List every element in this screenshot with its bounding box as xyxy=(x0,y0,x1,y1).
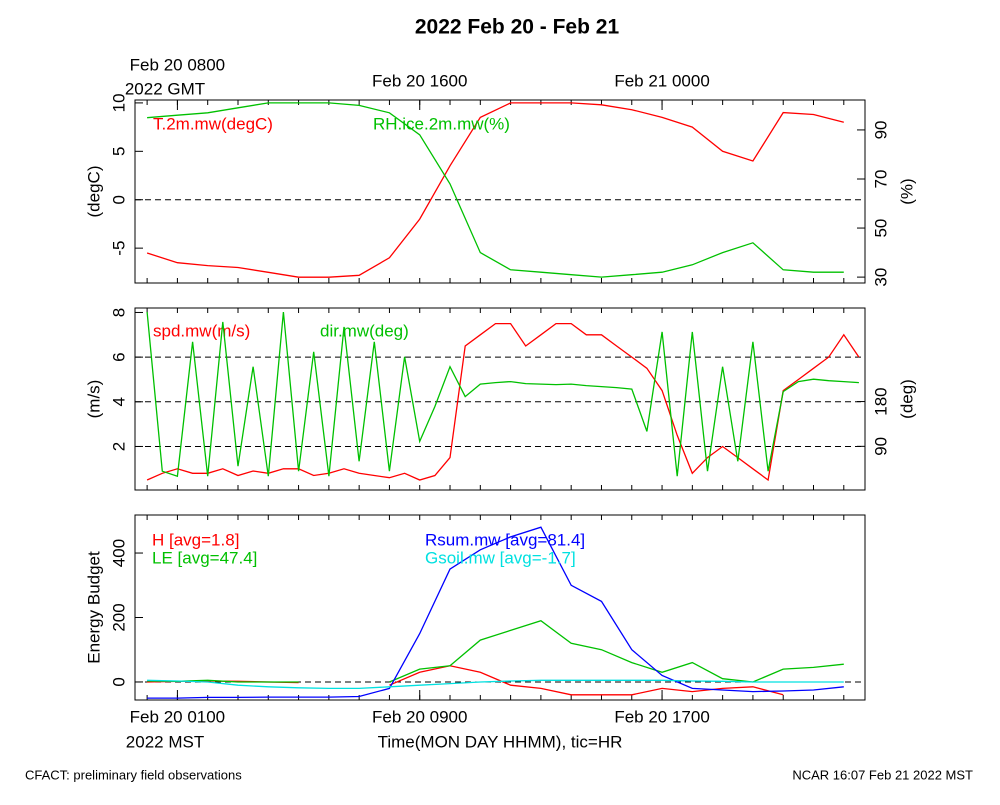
x-tick-label: Feb 20 0100 xyxy=(130,707,225,726)
y2-tick-label: 180 xyxy=(871,387,890,415)
y-tick-label: 0 xyxy=(109,677,128,686)
y-tick-label: 400 xyxy=(109,539,128,567)
y-axis-label: (degC) xyxy=(84,166,103,218)
y-tick-label: 8 xyxy=(109,308,128,317)
legend-label: RH.ice.2m.mw(%) xyxy=(373,114,510,133)
y2-axis-label: (deg) xyxy=(897,379,916,419)
series-line xyxy=(146,311,859,478)
y-tick-label: 200 xyxy=(109,603,128,631)
x-tick-label: Feb 20 1700 xyxy=(614,707,709,726)
y-axis-label: Energy Budget xyxy=(84,551,103,664)
series-line xyxy=(146,322,860,482)
y-tick-label: 2 xyxy=(109,442,128,451)
legend-label: spd.mw(m/s) xyxy=(153,321,250,340)
y2-tick-label: 70 xyxy=(871,170,890,189)
y-tick-label: 6 xyxy=(109,352,128,361)
series-line xyxy=(147,102,844,278)
series-line xyxy=(146,102,844,278)
top-zone: 2022 GMT xyxy=(125,79,205,98)
plot-frame xyxy=(134,99,866,284)
x2-tick-label: Feb 20 0800 xyxy=(130,55,225,74)
series-line xyxy=(389,665,784,696)
legend-label: Gsoil.mw [avg=-1.7] xyxy=(425,548,576,567)
y2-tick-label: 50 xyxy=(871,219,890,238)
y-tick-label: 10 xyxy=(109,93,128,112)
y-tick-label: 0 xyxy=(109,195,128,204)
legend-label: Rsum.mw [avg=81.4] xyxy=(425,530,585,549)
x2-tick-label: Feb 21 0000 xyxy=(614,71,709,90)
footer-right: NCAR 16:07 Feb 21 2022 MST xyxy=(792,767,973,782)
y2-tick-label: 30 xyxy=(871,268,890,287)
y-tick-label: 5 xyxy=(109,147,128,156)
y-tick-label: 4 xyxy=(109,397,128,406)
page-title: 2022 Feb 20 - Feb 21 xyxy=(415,16,620,39)
legend-label: T.2m.mw(degC) xyxy=(153,114,273,133)
footer-left: CFACT: preliminary field observations xyxy=(25,767,242,782)
y-tick-label: -5 xyxy=(109,241,128,256)
legend-label: H [avg=1.8] xyxy=(152,530,239,549)
y-axis-label: (m/s) xyxy=(84,380,103,419)
x-tick-label: Feb 20 0900 xyxy=(372,707,467,726)
series-line xyxy=(389,619,844,683)
series-line xyxy=(147,526,844,699)
legend-label: dir.mw(deg) xyxy=(320,321,409,340)
plot-frame xyxy=(134,307,866,491)
y2-tick-label: 90 xyxy=(871,437,890,456)
series-line xyxy=(147,679,844,690)
x2-tick-label: Feb 20 1600 xyxy=(372,71,467,90)
plot-frame xyxy=(134,514,866,701)
x-axis-label: Time(MON DAY HHMM), tic=HR xyxy=(378,732,623,751)
bottom-zone: 2022 MST xyxy=(126,732,204,751)
legend-label: LE [avg=47.4] xyxy=(152,548,257,567)
y2-tick-label: 90 xyxy=(871,120,890,139)
y2-axis-label: (%) xyxy=(897,178,916,204)
